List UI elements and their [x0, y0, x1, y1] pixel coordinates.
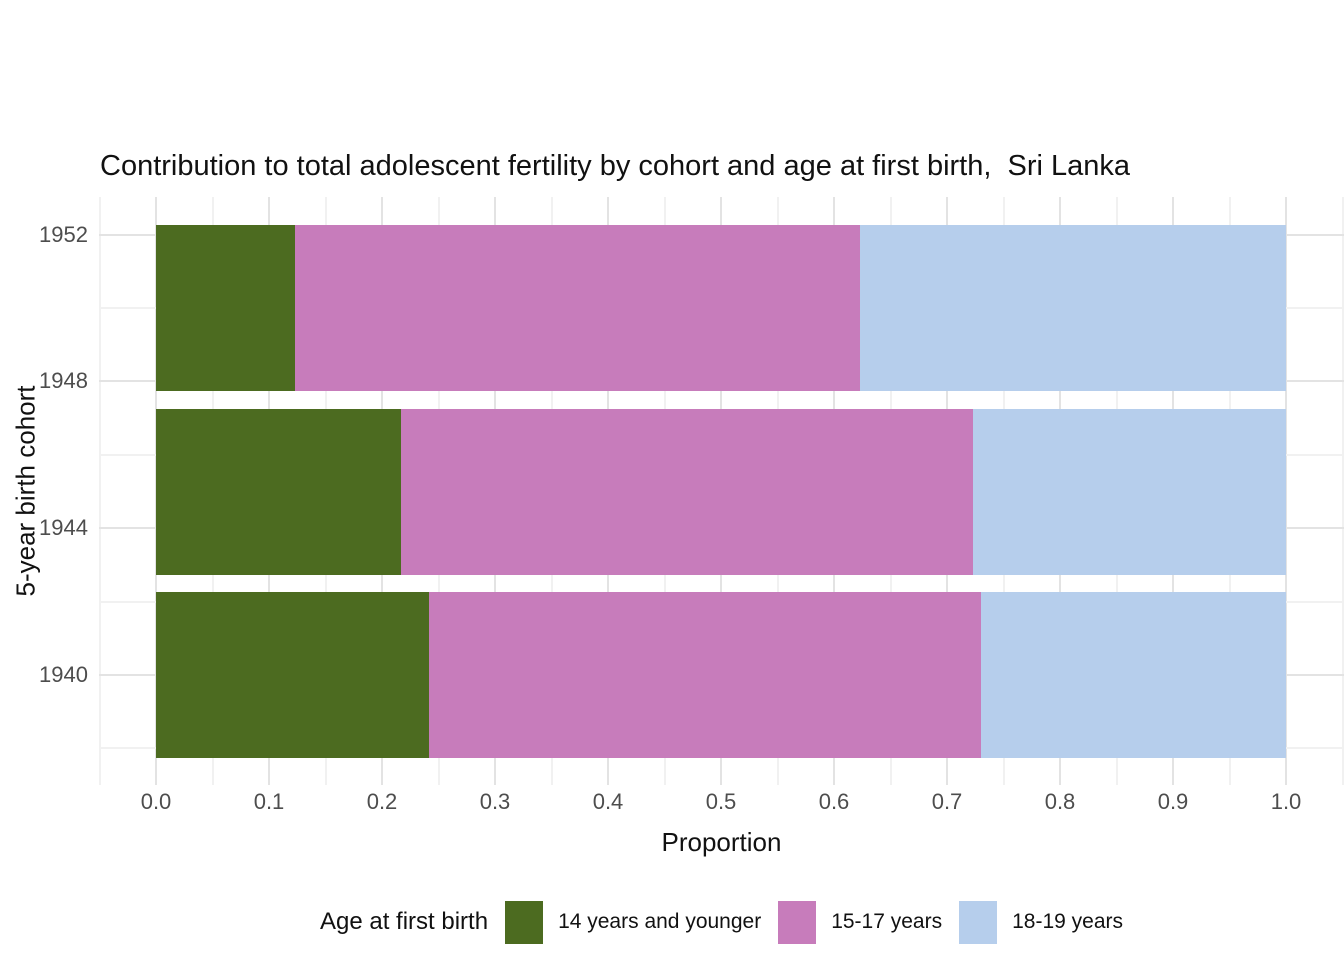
x-tick-label: 0.6 — [818, 789, 850, 814]
chart-title: Contribution to total adolescent fertili… — [100, 150, 1131, 182]
legend-swatch — [959, 900, 998, 944]
bar-segment — [294, 225, 860, 391]
bar-segment — [980, 592, 1286, 758]
legend-item: 14 years and younger — [505, 900, 762, 944]
x-tick-label: 0.1 — [253, 789, 285, 814]
legend: Age at first birth 14 years and younger 1… — [99, 898, 1344, 946]
x-tick-label: 0.0 — [140, 789, 172, 814]
legend-swatch — [505, 900, 544, 944]
bar-segment — [972, 408, 1286, 575]
legend-label: 18-19 years — [1012, 910, 1124, 933]
x-tick-label: 0.2 — [366, 789, 398, 814]
x-tick-label: 0.8 — [1044, 789, 1076, 814]
legend-label: 14 years and younger — [558, 910, 762, 933]
x-tick-label: 0.4 — [592, 789, 624, 814]
legend-title: Age at first birth — [319, 908, 489, 935]
legend-label: 15-17 years — [831, 910, 943, 933]
legend-swatch — [778, 900, 817, 944]
y-axis-title: 5-year birth cohort — [10, 385, 41, 597]
x-tick-label: 0.5 — [705, 789, 737, 814]
y-tick-label: 1952 — [39, 221, 88, 247]
x-tick-label: 0.9 — [1157, 789, 1189, 814]
gridline-minor-vertical — [1341, 197, 1344, 785]
bar-segment — [429, 592, 981, 758]
gridline-minor-vertical — [99, 197, 101, 785]
bar-segment — [401, 408, 973, 575]
bar-segment — [859, 225, 1286, 391]
gridline-major-vertical — [1285, 197, 1287, 785]
x-tick-label: 0.7 — [931, 789, 963, 814]
y-tick-label: 1940 — [39, 662, 88, 687]
y-tick-label: 1944 — [39, 515, 88, 541]
plot-panel — [99, 197, 1344, 785]
x-tick-label: 0.3 — [479, 789, 511, 814]
bar-segment — [156, 592, 430, 758]
y-tick-label: 1948 — [39, 368, 88, 394]
legend-item: 18-19 years — [959, 900, 1124, 944]
x-axis-title: Proportion — [661, 827, 782, 857]
bar-segment — [156, 408, 402, 575]
legend-item: 15-17 years — [778, 900, 943, 944]
bar-segment — [156, 225, 295, 391]
x-tick-label: 1.0 — [1270, 789, 1302, 814]
